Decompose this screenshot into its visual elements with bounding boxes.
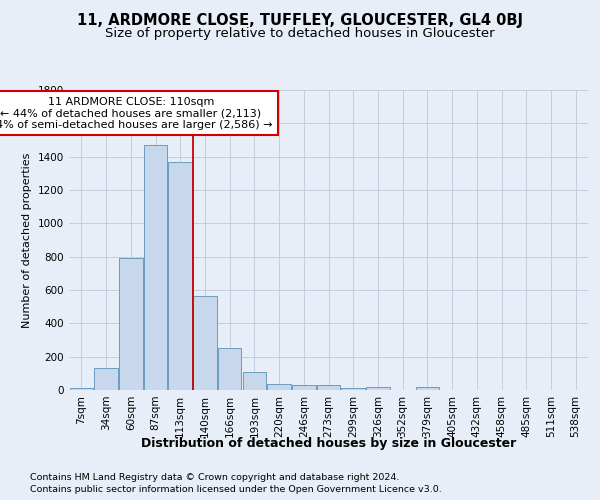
Bar [169, 162, 192, 390]
Text: 11, ARDMORE CLOSE, TUFFLEY, GLOUCESTER, GL4 0BJ: 11, ARDMORE CLOSE, TUFFLEY, GLOUCESTER, … [77, 12, 523, 28]
Text: Distribution of detached houses by size in Gloucester: Distribution of detached houses by size … [141, 438, 517, 450]
Text: Contains HM Land Registry data © Crown copyright and database right 2024.: Contains HM Land Registry data © Crown c… [30, 472, 400, 482]
Text: 11 ARDMORE CLOSE: 110sqm
← 44% of detached houses are smaller (2,113)
54% of sem: 11 ARDMORE CLOSE: 110sqm ← 44% of detach… [0, 96, 272, 130]
Bar [341, 388, 365, 390]
Bar [242, 372, 266, 390]
Bar [317, 385, 340, 390]
Bar [366, 386, 389, 390]
Bar [119, 258, 143, 390]
Bar [218, 348, 241, 390]
Bar [94, 368, 118, 390]
Text: Contains public sector information licensed under the Open Government Licence v3: Contains public sector information licen… [30, 485, 442, 494]
Bar [144, 145, 167, 390]
Bar [193, 296, 217, 390]
Bar [70, 388, 93, 390]
Y-axis label: Number of detached properties: Number of detached properties [22, 152, 32, 328]
Bar [416, 386, 439, 390]
Bar [268, 384, 291, 390]
Text: Size of property relative to detached houses in Gloucester: Size of property relative to detached ho… [105, 28, 495, 40]
Bar [292, 385, 316, 390]
